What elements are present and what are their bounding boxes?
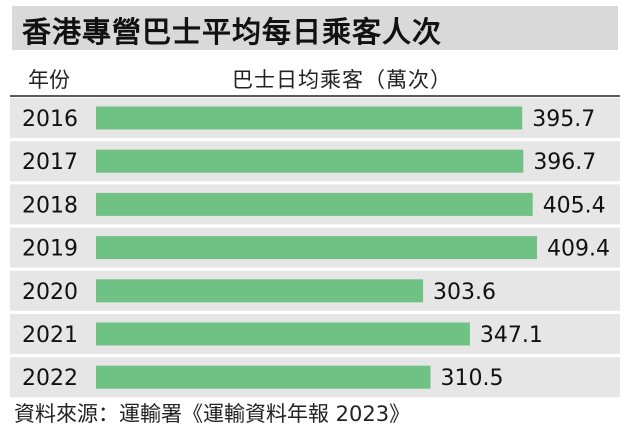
value-label-2016: 395.7 [532, 107, 595, 132]
year-column-header: 年份 [28, 68, 70, 92]
year-label-2022: 2022 [22, 366, 78, 391]
bar-2020 [96, 279, 424, 303]
value-label-2021: 347.1 [480, 323, 543, 348]
value-label-2017: 396.7 [533, 150, 596, 175]
bar-2019 [96, 236, 537, 260]
value-label-2019: 409.4 [547, 237, 610, 262]
value-label-2022: 310.5 [440, 366, 503, 391]
value-label-2020: 303.6 [433, 280, 496, 305]
title-bar [12, 6, 618, 50]
year-label-2019: 2019 [22, 237, 78, 262]
bar-2016 [96, 106, 523, 130]
value-label-2018: 405.4 [543, 193, 606, 218]
bar-2021 [96, 322, 470, 346]
bar-2017 [96, 149, 524, 173]
chart-title: 香港專營巴士平均每日乘客人次 [22, 15, 443, 49]
year-label-2021: 2021 [22, 323, 78, 348]
measure-column-header: 巴士日均乘客（萬次） [232, 68, 452, 92]
bar-chart: 2016 395.7 2017 396.7 2018 405.4 2019 409.4 2020… [10, 95, 620, 398]
year-label-2018: 2018 [22, 193, 78, 218]
bar-2018 [96, 192, 533, 216]
bar-2022 [96, 365, 431, 389]
year-label-2017: 2017 [22, 150, 78, 175]
year-label-2016: 2016 [22, 107, 78, 132]
source-note: 資料來源：運輸署《運輸資料年報 2023》 [14, 402, 411, 426]
year-label-2020: 2020 [22, 280, 78, 305]
